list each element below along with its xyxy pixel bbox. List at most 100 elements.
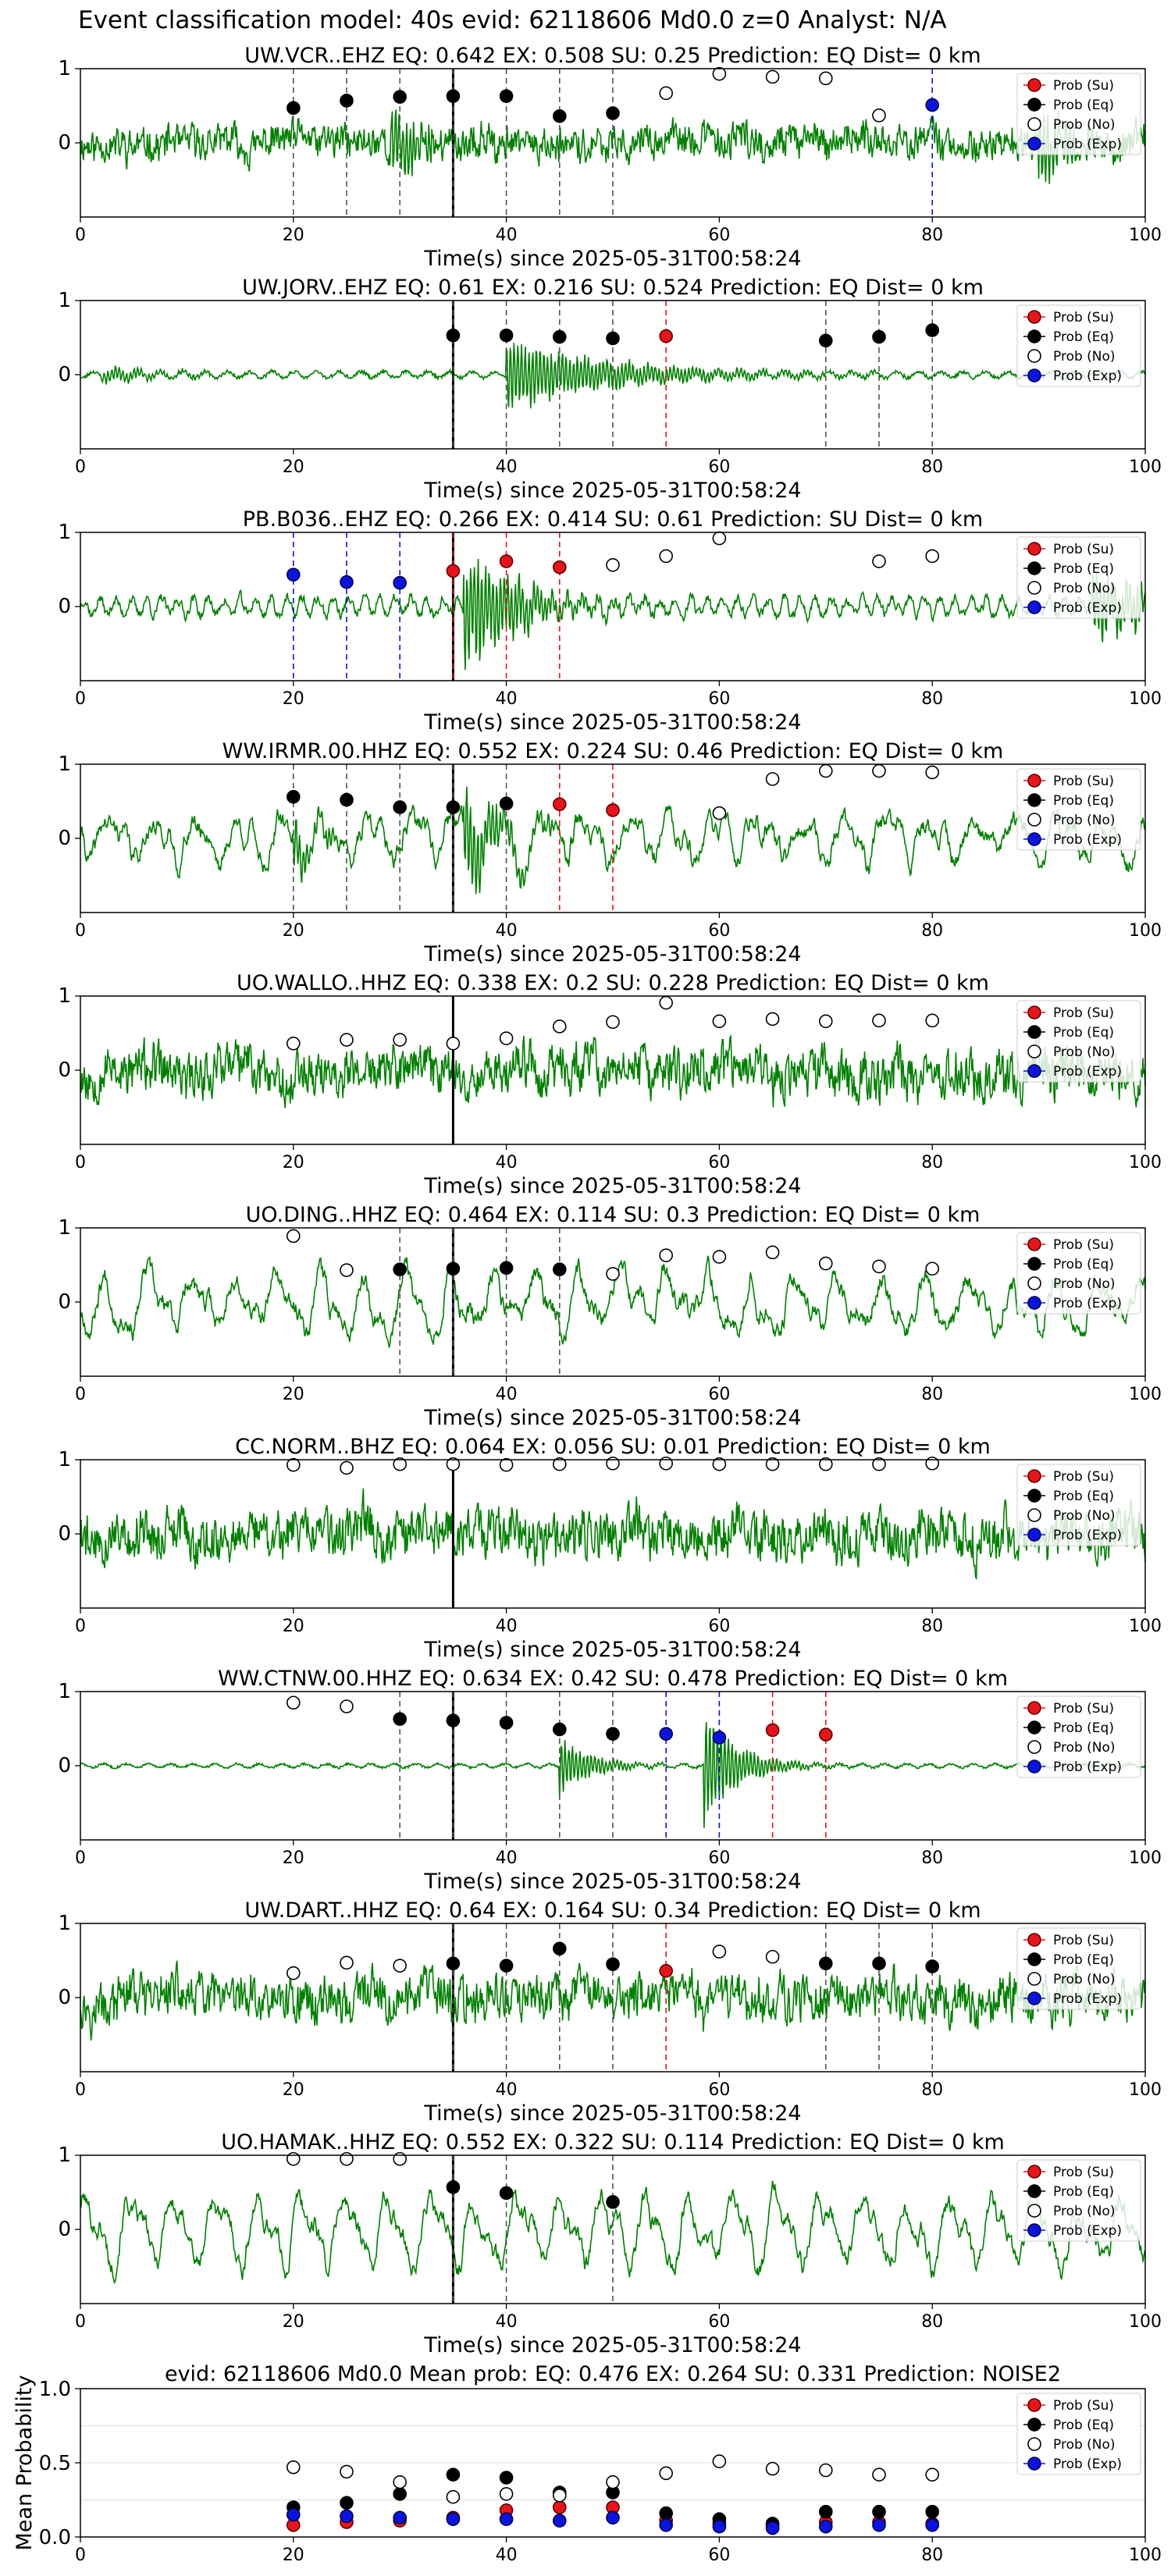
prob-point-eq	[446, 1956, 461, 1971]
panel-title: WW.IRMR.00.HHZ EQ: 0.552 EX: 0.224 SU: 0…	[222, 739, 1004, 763]
x-tick-label: 60	[708, 2080, 730, 2100]
x-tick-label: 20	[283, 2312, 304, 2332]
legend-label: Prob (Eq)	[1053, 329, 1114, 345]
x-tick-label: 60	[708, 1153, 730, 1172]
x-tick-label: 80	[921, 1385, 943, 1404]
legend-marker-no	[1027, 349, 1041, 363]
legend-marker-exp	[1027, 600, 1041, 614]
y-tick-label: 1	[58, 984, 71, 1008]
x-axis-label: Time(s) since 2025-05-31T00:58:24	[423, 479, 801, 503]
prob-point-eq	[499, 89, 514, 103]
legend-label: Prob (No)	[1053, 1972, 1116, 1987]
prob-point-no	[819, 1014, 833, 1029]
x-tick-label: 0	[75, 1617, 86, 1636]
x-tick-label: 100	[1129, 2312, 1162, 2332]
x-axis-label: Time(s) since 2025-05-31T00:58:24	[423, 1870, 801, 1894]
legend-label: Prob (Su)	[1053, 542, 1114, 557]
x-tick-label: 60	[708, 457, 730, 477]
prob-point-no	[765, 1457, 780, 1471]
panel-title: UO.WALLO..HHZ EQ: 0.338 EX: 0.2 SU: 0.22…	[237, 971, 989, 995]
prob-point-eq	[499, 1959, 514, 1973]
prob-point-eq	[393, 1712, 408, 1726]
y-axis-label: Mean Probability	[12, 2375, 37, 2551]
x-axis-label: Time(s) since 2025-05-31T00:58:24	[423, 1406, 801, 1430]
prob-point-no	[712, 806, 727, 820]
y-tick-label: 0	[58, 131, 71, 155]
x-tick-label: 40	[496, 2080, 518, 2100]
legend-label: Prob (Su)	[1053, 1933, 1114, 1948]
prob-point-no	[552, 1457, 567, 1471]
x-tick-label: 0	[75, 2312, 86, 2332]
prob-point-no	[765, 1245, 780, 1260]
legend-marker-su	[1027, 774, 1041, 788]
x-tick-label: 80	[921, 2080, 943, 2100]
x-tick-label: 100	[1129, 457, 1162, 477]
y-tick-label: 1	[58, 753, 71, 776]
prob-point-no	[393, 1959, 408, 1973]
prob-point-no	[606, 1267, 620, 1281]
legend-label: Prob (Su)	[1053, 1469, 1114, 1485]
legend-label: Prob (Eq)	[1053, 1720, 1114, 1736]
legend-marker-eq	[1027, 1489, 1041, 1503]
prob-point-eq	[393, 1262, 408, 1276]
prob-point-eq	[606, 1727, 620, 1741]
station-panel-2: PB.B036..EHZ EQ: 0.266 EX: 0.414 SU: 0.6…	[58, 507, 1162, 735]
mean-point-no	[446, 2489, 461, 2504]
mean-point-no	[925, 2467, 939, 2482]
legend-label: Prob (Exp)	[1053, 1064, 1122, 1080]
legend-marker-su	[1027, 1237, 1041, 1251]
waveform-trace	[80, 1488, 1146, 1580]
legend-label: Prob (No)	[1053, 117, 1116, 133]
prob-point-no	[286, 1037, 301, 1051]
prob-point-no	[659, 995, 674, 1010]
prob-point-no	[872, 554, 886, 568]
y-tick-label: 0	[58, 1290, 71, 1314]
station-panel-4: UO.WALLO..HHZ EQ: 0.338 EX: 0.2 SU: 0.22…	[58, 971, 1162, 1198]
prob-point-no	[712, 1250, 727, 1264]
x-tick-label: 60	[708, 1385, 730, 1404]
legend-label: Prob (No)	[1053, 2437, 1116, 2453]
x-tick-label: 40	[496, 2312, 518, 2332]
prob-point-eq	[872, 1956, 886, 1971]
x-tick-label: 60	[708, 2546, 730, 2565]
waveform-trace	[80, 109, 1146, 184]
mean-point-eq	[819, 2504, 833, 2519]
prob-point-eq	[552, 329, 567, 344]
mean-probability-panel: evid: 62118606 Md0.0 Mean prob: EQ: 0.47…	[12, 2362, 1162, 2565]
prob-point-su	[446, 564, 461, 578]
prob-point-no	[340, 1461, 354, 1475]
legend-marker-no	[1027, 2204, 1041, 2218]
legend-marker-eq	[1027, 793, 1041, 807]
y-tick-label: 1	[58, 1680, 71, 1703]
legend-marker-exp	[1027, 2223, 1041, 2237]
x-tick-label: 20	[283, 1385, 304, 1404]
prob-point-eq	[606, 331, 620, 346]
legend-label: Prob (Exp)	[1053, 137, 1122, 152]
mean-point-exp	[340, 2509, 354, 2524]
legend-marker-eq	[1027, 1257, 1041, 1271]
x-tick-label: 40	[496, 921, 518, 941]
x-tick-label: 100	[1129, 921, 1162, 941]
prob-point-eq	[446, 1261, 461, 1276]
legend-label: Prob (Su)	[1053, 78, 1114, 94]
mean-point-exp	[872, 2518, 886, 2532]
prob-point-no	[286, 2151, 301, 2166]
station-panel-8: UW.DART..HHZ EQ: 0.64 EX: 0.164 SU: 0.34…	[58, 1898, 1162, 2126]
x-axis-label: Time(s) since 2025-05-31T00:58:24	[423, 247, 801, 271]
x-tick-label: 40	[496, 2546, 518, 2565]
mean-point-eq	[340, 2496, 354, 2510]
y-tick-label: 1	[58, 1216, 71, 1240]
legend-marker-su	[1027, 542, 1041, 556]
prob-point-no	[340, 1033, 354, 1047]
x-tick-label: 0	[75, 1153, 86, 1172]
x-tick-label: 100	[1129, 2080, 1162, 2100]
legend-label: Prob (Exp)	[1053, 368, 1122, 384]
legend-label: Prob (Eq)	[1053, 1025, 1114, 1041]
prob-point-exp	[340, 575, 354, 589]
mean-point-su	[552, 2500, 567, 2514]
legend-marker-eq	[1027, 1720, 1041, 1735]
prob-point-eq	[925, 323, 939, 337]
mean-point-eq	[925, 2504, 939, 2519]
prob-point-eq	[552, 1262, 567, 1276]
